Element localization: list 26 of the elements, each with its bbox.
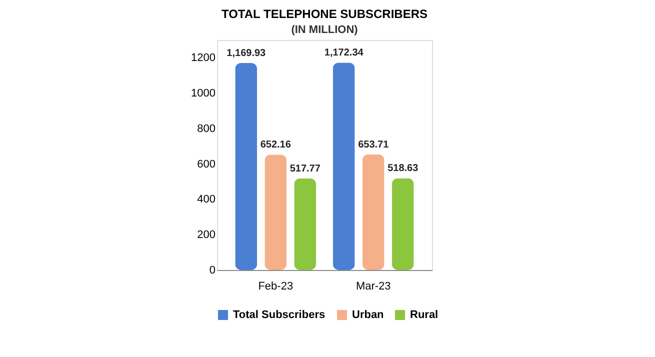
bar: [294, 178, 316, 270]
data-label: 652.16: [260, 140, 292, 151]
chart-subtitle: (IN MILLION): [291, 24, 358, 36]
y-tick-label: 1000: [191, 88, 216, 100]
data-label: 517.77: [290, 163, 321, 174]
y-tick-label: 0: [209, 264, 216, 276]
bar: [392, 178, 414, 270]
legend-label: Rural: [410, 309, 438, 321]
x-tick-label: Mar-23: [356, 280, 391, 292]
bar: [264, 154, 287, 270]
bar: [332, 62, 355, 270]
chart-title: TOTAL TELEPHONE SUBSCRIBERS: [221, 7, 428, 21]
y-tick-label: 1200: [191, 52, 216, 64]
data-label: 1,172.34: [324, 48, 364, 59]
x-tick-label: Feb-23: [258, 280, 294, 292]
y-tick-label: 600: [197, 158, 216, 170]
legend-label: Urban: [352, 309, 384, 321]
bar: [235, 63, 258, 270]
data-label: 518.63: [388, 163, 419, 174]
y-tick-label: 400: [197, 194, 216, 206]
y-tick-label: 800: [197, 122, 216, 135]
bar: [362, 154, 384, 270]
y-tick-label: 200: [197, 229, 216, 242]
legend-label: Total Subscribers: [233, 309, 326, 321]
data-label: 1,169.93: [226, 48, 266, 60]
data-label: 653.71: [358, 139, 390, 150]
